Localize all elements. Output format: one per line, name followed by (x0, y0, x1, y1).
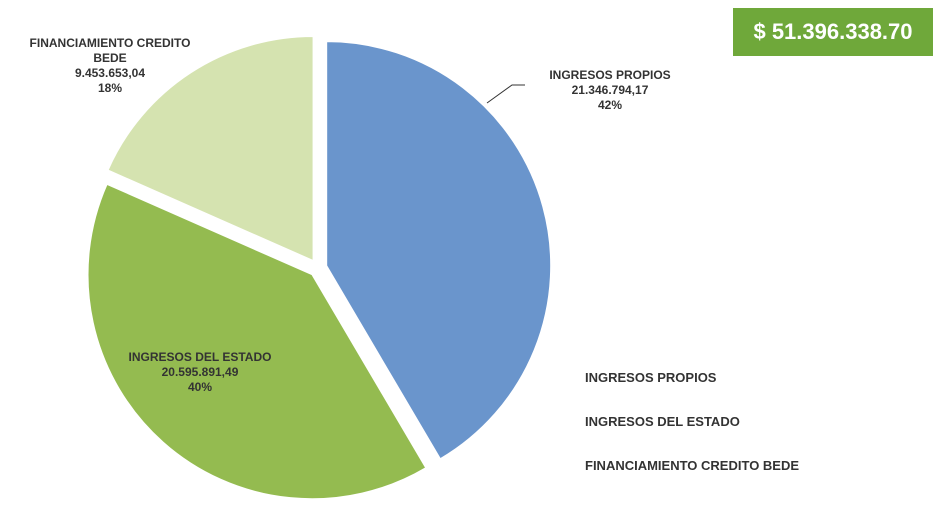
total-box: $ 51.396.338.70 (733, 8, 933, 56)
label-value: 20.595.891,49 (161, 365, 239, 379)
data-label: INGRESOS DEL ESTADO 20.595.891,49 40% (110, 350, 290, 395)
pie-slice (326, 41, 552, 460)
label-percent: 40% (187, 380, 213, 394)
leader-line (486, 84, 525, 104)
legend-label: INGRESOS PROPIOS (585, 370, 717, 385)
label-value: 21.346.794,17 (571, 83, 649, 97)
label-name: INGRESOS DEL ESTADO (128, 350, 272, 364)
label-name: INGRESOS PROPIOS (549, 68, 671, 82)
legend-label: FINANCIAMIENTO CREDITO BEDE (585, 458, 800, 473)
legend-item: FINANCIAMIENTO CREDITO BEDE (585, 458, 799, 473)
label-value: 9.453.653,04 (74, 66, 146, 80)
legend-label: INGRESOS DEL ESTADO (585, 414, 740, 429)
data-label: FINANCIAMIENTO CREDITO BEDE 9.453.653,04 1… (15, 36, 205, 96)
label-percent: 42% (597, 98, 623, 112)
data-label: INGRESOS PROPIOS 21.346.794,17 42% (520, 68, 700, 113)
pie-slice (87, 183, 427, 500)
label-percent: 18% (97, 81, 123, 95)
label-name: FINANCIAMIENTO CREDITO BEDE (29, 36, 191, 65)
pie-slice (107, 35, 314, 262)
legend-item: INGRESOS PROPIOS (585, 370, 716, 385)
legend-item: INGRESOS DEL ESTADO (585, 414, 740, 429)
